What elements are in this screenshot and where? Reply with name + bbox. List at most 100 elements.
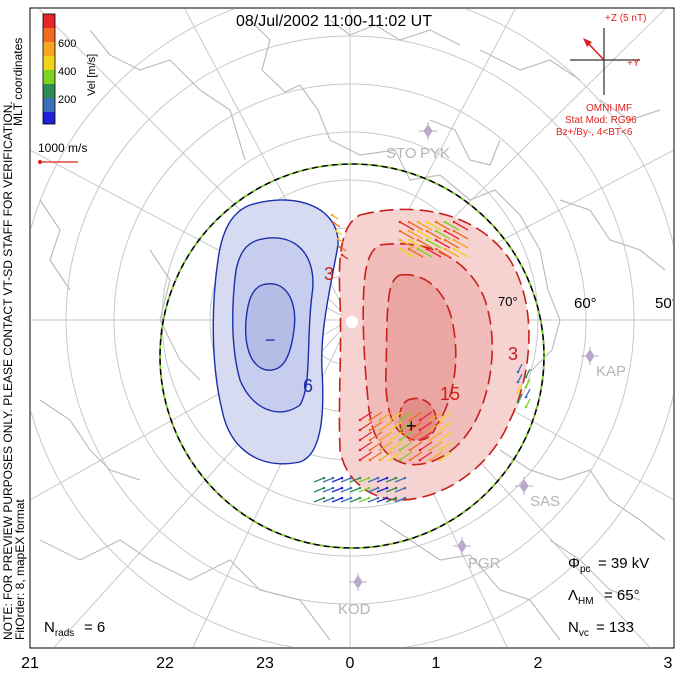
velocity-vector — [313, 477, 325, 483]
velocity-vector-origin — [336, 237, 340, 241]
velocity-vector — [394, 477, 406, 483]
lambda-hm-value: = 65° — [604, 587, 640, 604]
velocity-vector — [367, 497, 379, 503]
velocity-vector-origin — [407, 238, 411, 242]
velocity-vector-origin — [516, 400, 520, 404]
velocity-vector-origin — [378, 458, 382, 462]
velocity-vector — [359, 431, 373, 441]
velocity-vector — [444, 221, 460, 231]
velocity-vector-origin — [394, 496, 398, 500]
velocity-vector-origin — [376, 496, 380, 500]
velocity-vector-origin — [394, 476, 398, 480]
velocity-vector — [359, 441, 373, 451]
velocity-vector-origin — [340, 496, 344, 500]
station-label-kod: KOD — [338, 601, 371, 618]
velocity-vector — [379, 451, 393, 461]
station-marker-sas — [515, 477, 533, 495]
coordinate-system-label: MLT coordinates — [11, 38, 25, 126]
hm-boundary-vectors — [159, 163, 545, 549]
station-label-sto: STO — [386, 145, 417, 162]
contour-label-pos-3b: 3 — [508, 344, 518, 364]
velocity-vector — [389, 421, 403, 431]
velocity-vector — [313, 497, 325, 503]
velocity-vector — [367, 487, 379, 493]
contour-label-min: − — [265, 330, 276, 350]
velocity-vector — [409, 411, 423, 421]
velocity-vector — [417, 239, 433, 249]
reference-vector-label: 1000 m/s — [38, 141, 87, 155]
contour-label-pos-15: 15 — [440, 384, 460, 404]
velocity-vector — [389, 431, 403, 441]
velocity-vector-origin — [398, 220, 402, 224]
velocity-vector-origin — [443, 229, 447, 233]
velocity-vector-origin — [524, 395, 528, 399]
mlt-label-22: 22 — [156, 655, 174, 672]
velocity-vector — [399, 451, 413, 461]
velocity-vector — [376, 477, 388, 483]
velocity-vector — [429, 411, 443, 421]
velocity-vector — [435, 239, 451, 249]
lat-label-50: 50° — [655, 295, 678, 312]
velocity-vector-origin — [385, 476, 389, 480]
velocity-vector-origin — [338, 245, 342, 249]
velocity-vector-origin — [367, 486, 371, 490]
station-marker-kap — [581, 347, 599, 365]
velocity-vector-origin — [408, 428, 412, 432]
colorbar-label: Vel [m/s] — [86, 54, 98, 96]
velocity-vector — [525, 388, 531, 398]
velocity-vector-origin — [425, 247, 429, 251]
mlt-label-3: 3 — [664, 655, 673, 672]
velocity-vector — [379, 411, 393, 421]
velocity-vector-origin — [408, 418, 412, 422]
velocity-vector — [331, 497, 343, 503]
velocity-vector — [444, 239, 460, 249]
velocity-vector — [426, 239, 442, 249]
velocity-vector — [419, 431, 433, 441]
velocity-vector — [517, 363, 523, 373]
contour-label-pos-3a: 3 — [324, 264, 334, 284]
velocity-vector-origin — [368, 418, 372, 422]
velocity-vector-origin — [322, 476, 326, 480]
velocity-vector — [399, 431, 413, 441]
velocity-vector-origin — [378, 448, 382, 452]
velocity-vector-origin — [378, 438, 382, 442]
velocity-vector — [379, 431, 393, 441]
velocity-vector — [429, 451, 443, 461]
velocity-vector — [435, 230, 451, 240]
velocity-vector — [369, 451, 383, 461]
velocity-vector — [419, 421, 433, 431]
velocity-vector — [331, 487, 343, 493]
velocity-vector-origin — [438, 418, 442, 422]
velocity-vector-origin — [428, 458, 432, 462]
velocity-vector-origin — [368, 428, 372, 432]
preview-note: NOTE: FOR PREVIEW PURPOSES ONLY. PLEASE … — [1, 101, 15, 640]
velocity-vector — [429, 441, 443, 451]
velocity-vector — [313, 487, 325, 493]
velocity-vector — [389, 441, 403, 451]
velocity-vector — [409, 431, 423, 441]
velocity-vector-origin — [322, 496, 326, 500]
velocity-vector-origin — [407, 247, 411, 251]
velocity-vector-origin — [331, 476, 335, 480]
velocity-vector-origin — [378, 428, 382, 432]
positive-cell — [338, 208, 530, 501]
velocity-vector — [367, 477, 379, 483]
station-label-kap: KAP — [596, 363, 626, 380]
mlt-axis: 21 22 23 0 1 2 3 — [21, 655, 672, 672]
velocity-vector — [453, 239, 469, 249]
velocity-vector-origin — [340, 253, 344, 257]
colorbar-swatch — [43, 70, 55, 84]
velocity-vector-origin — [331, 486, 335, 490]
velocity-vector — [322, 497, 334, 503]
velocity-vector-origin — [428, 418, 432, 422]
velocity-vector-origin — [425, 220, 429, 224]
imf-y-label: +Y — [627, 58, 640, 69]
velocity-vector-origin — [358, 428, 362, 432]
contour-label-max: + — [406, 416, 417, 436]
velocity-vector-origin — [428, 448, 432, 452]
velocity-vector-origin — [398, 448, 402, 452]
velocity-vector-origin — [368, 438, 372, 442]
velocity-vector-origin — [378, 418, 382, 422]
coastlines — [39, 19, 666, 641]
